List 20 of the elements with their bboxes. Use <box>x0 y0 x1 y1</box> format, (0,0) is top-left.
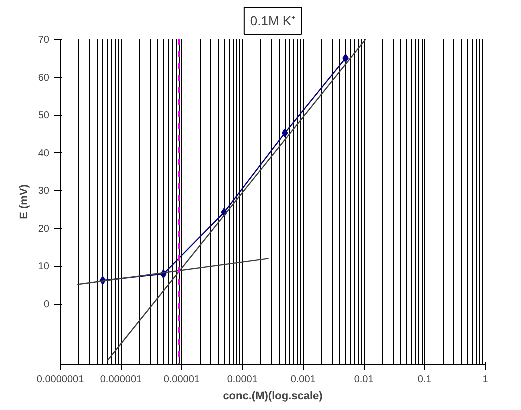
x-tick-label: 1 <box>482 374 489 386</box>
x-tick-label: 0.000001 <box>100 374 143 386</box>
y-tick-label: 0 <box>44 300 50 311</box>
y-tick-label: 20 <box>38 224 50 235</box>
x-tick-label: 0.0000001 <box>36 374 85 386</box>
chart-title: 0.1M K⁺ <box>250 14 296 28</box>
y-axis-title: E (mV) <box>18 184 30 220</box>
y-tick-label: 60 <box>38 72 50 84</box>
y-tick-label: 50 <box>38 110 50 122</box>
x-tick-label: 0.01 <box>354 374 374 386</box>
y-tick-label: 40 <box>38 148 50 160</box>
x-tick-label: 0.1 <box>418 374 432 386</box>
y-tick-label: 10 <box>38 262 50 273</box>
point <box>282 128 288 138</box>
y-tick-label: 30 <box>38 186 50 198</box>
x-axis-title: conc.(M)(log.scale) <box>223 390 324 402</box>
x-tick-label: 0.00001 <box>164 374 200 386</box>
x-tick-label: 0.0001 <box>227 374 258 386</box>
x-tick-label: 0.001 <box>290 374 316 386</box>
y-tick-label: 70 <box>38 35 50 46</box>
